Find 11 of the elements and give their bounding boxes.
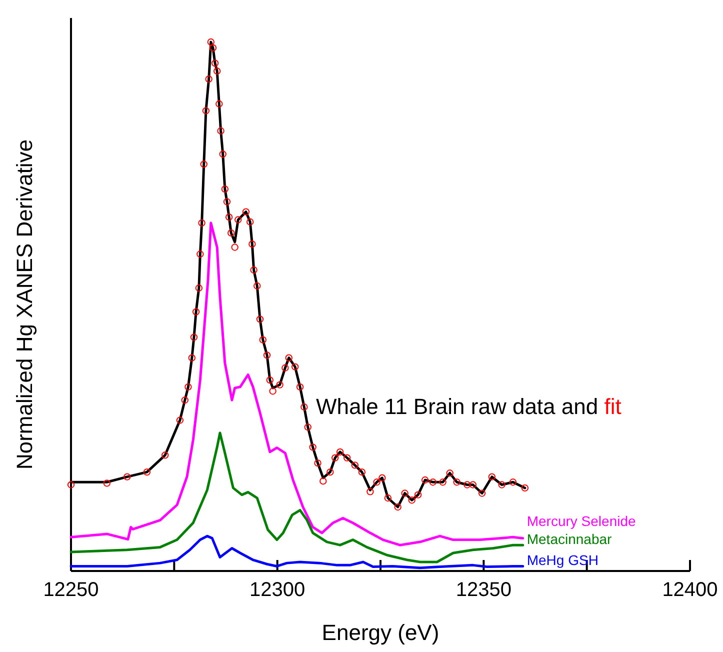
- x-tick-label: 12250: [43, 579, 99, 601]
- series-label: Metacinnabar: [526, 531, 612, 548]
- x-tick-label: 12350: [456, 579, 512, 601]
- x-tick-label: 12400: [662, 579, 718, 601]
- series-label: Whale 11 Brain raw data and: [316, 394, 598, 419]
- x-axis-title: Energy (eV): [322, 620, 440, 645]
- x-tick-label: 12300: [250, 579, 306, 601]
- y-axis-title: Normalized Hg XANES Derivative: [12, 139, 37, 470]
- series-label: Mercury Selenide: [526, 513, 636, 530]
- series-label: MeHg GSH: [526, 552, 598, 568]
- text: fit: [598, 394, 622, 419]
